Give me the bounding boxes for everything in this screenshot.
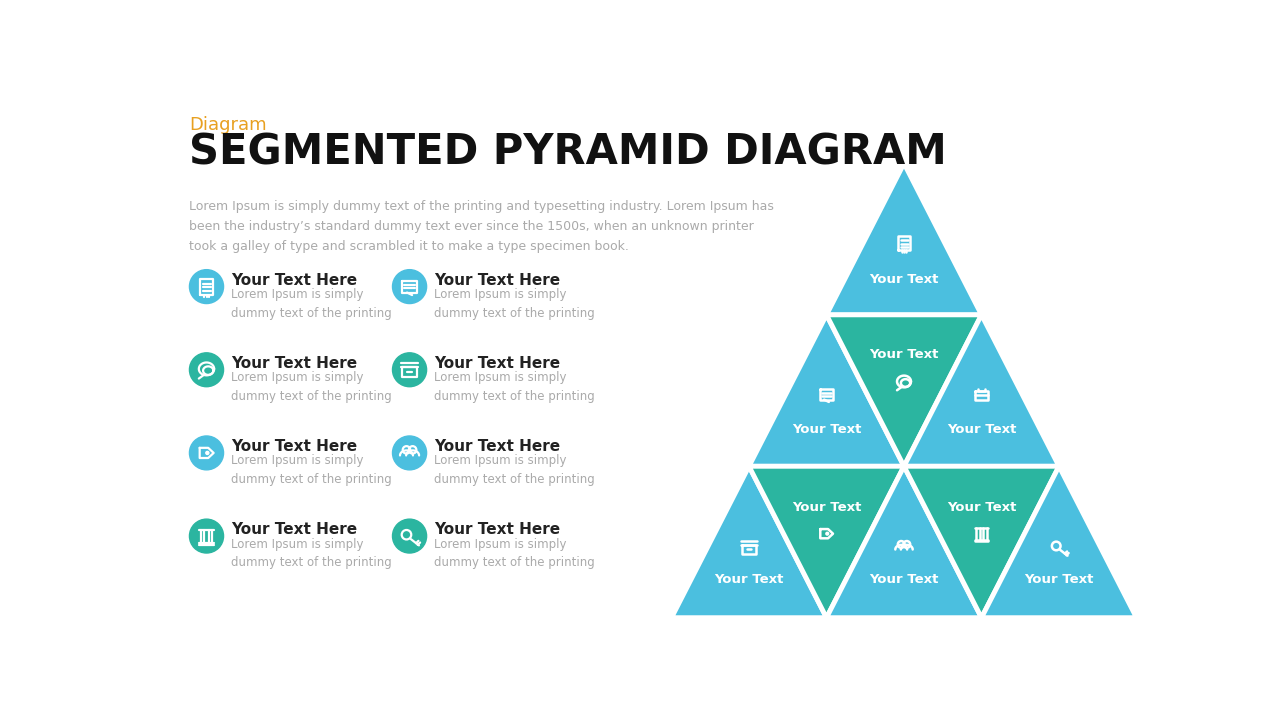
Circle shape [812,379,842,410]
Text: Your Text Here: Your Text Here [434,273,561,288]
Circle shape [206,451,209,454]
Circle shape [393,436,426,470]
Text: Lorem Ipsum is simply
dummy text of the printing: Lorem Ipsum is simply dummy text of the … [434,454,595,486]
Polygon shape [749,467,904,618]
Text: Your Text: Your Text [792,501,861,514]
Text: Your Text: Your Text [869,573,938,586]
Polygon shape [827,467,982,618]
Circle shape [812,518,842,549]
Text: Your Text Here: Your Text Here [434,356,561,371]
Text: Lorem Ipsum is simply
dummy text of the printing: Lorem Ipsum is simply dummy text of the … [232,454,392,486]
Text: Lorem Ipsum is simply
dummy text of the printing: Lorem Ipsum is simply dummy text of the … [232,538,392,569]
Circle shape [189,270,224,304]
Circle shape [189,353,224,387]
Polygon shape [827,163,982,315]
Circle shape [189,519,224,553]
Text: Lorem Ipsum is simply
dummy text of the printing: Lorem Ipsum is simply dummy text of the … [434,538,595,569]
Text: Your Text: Your Text [1024,573,1093,586]
Text: Your Text Here: Your Text Here [232,522,357,537]
Text: Your Text: Your Text [792,423,861,436]
Circle shape [393,353,426,387]
Text: Diagram: Diagram [189,116,268,134]
Text: Your Text: Your Text [714,573,783,586]
Circle shape [189,436,224,470]
Text: Your Text Here: Your Text Here [232,273,357,288]
Text: Lorem Ipsum is simply
dummy text of the printing: Lorem Ipsum is simply dummy text of the … [232,372,392,402]
Circle shape [966,379,997,410]
Text: Lorem Ipsum is simply
dummy text of the printing: Lorem Ipsum is simply dummy text of the … [434,288,595,320]
Polygon shape [982,467,1137,618]
Text: Your Text Here: Your Text Here [232,356,357,371]
Circle shape [733,532,764,562]
Text: Your Text Here: Your Text Here [232,439,357,454]
Polygon shape [904,315,1059,467]
Polygon shape [827,315,982,467]
Text: Lorem Ipsum is simply
dummy text of the printing: Lorem Ipsum is simply dummy text of the … [434,372,595,402]
Circle shape [393,270,426,304]
Polygon shape [749,315,904,467]
Circle shape [888,367,919,397]
Text: Your Text: Your Text [869,274,938,287]
Circle shape [826,532,828,535]
Text: Your Text: Your Text [947,423,1016,436]
Text: Lorem Ipsum is simply
dummy text of the printing: Lorem Ipsum is simply dummy text of the … [232,288,392,320]
Text: Lorem Ipsum is simply dummy text of the printing and typesetting industry. Lorem: Lorem Ipsum is simply dummy text of the … [189,200,774,253]
Circle shape [1043,532,1074,562]
Text: Your Text Here: Your Text Here [434,439,561,454]
Text: Your Text: Your Text [947,501,1016,514]
Polygon shape [672,467,827,618]
Text: Your Text: Your Text [869,348,938,361]
Text: SEGMENTED PYRAMID DIAGRAM: SEGMENTED PYRAMID DIAGRAM [189,131,947,173]
Text: Your Text Here: Your Text Here [434,522,561,537]
Polygon shape [904,467,1059,618]
Circle shape [888,532,919,562]
Circle shape [966,518,997,549]
Circle shape [888,228,919,258]
Circle shape [393,519,426,553]
